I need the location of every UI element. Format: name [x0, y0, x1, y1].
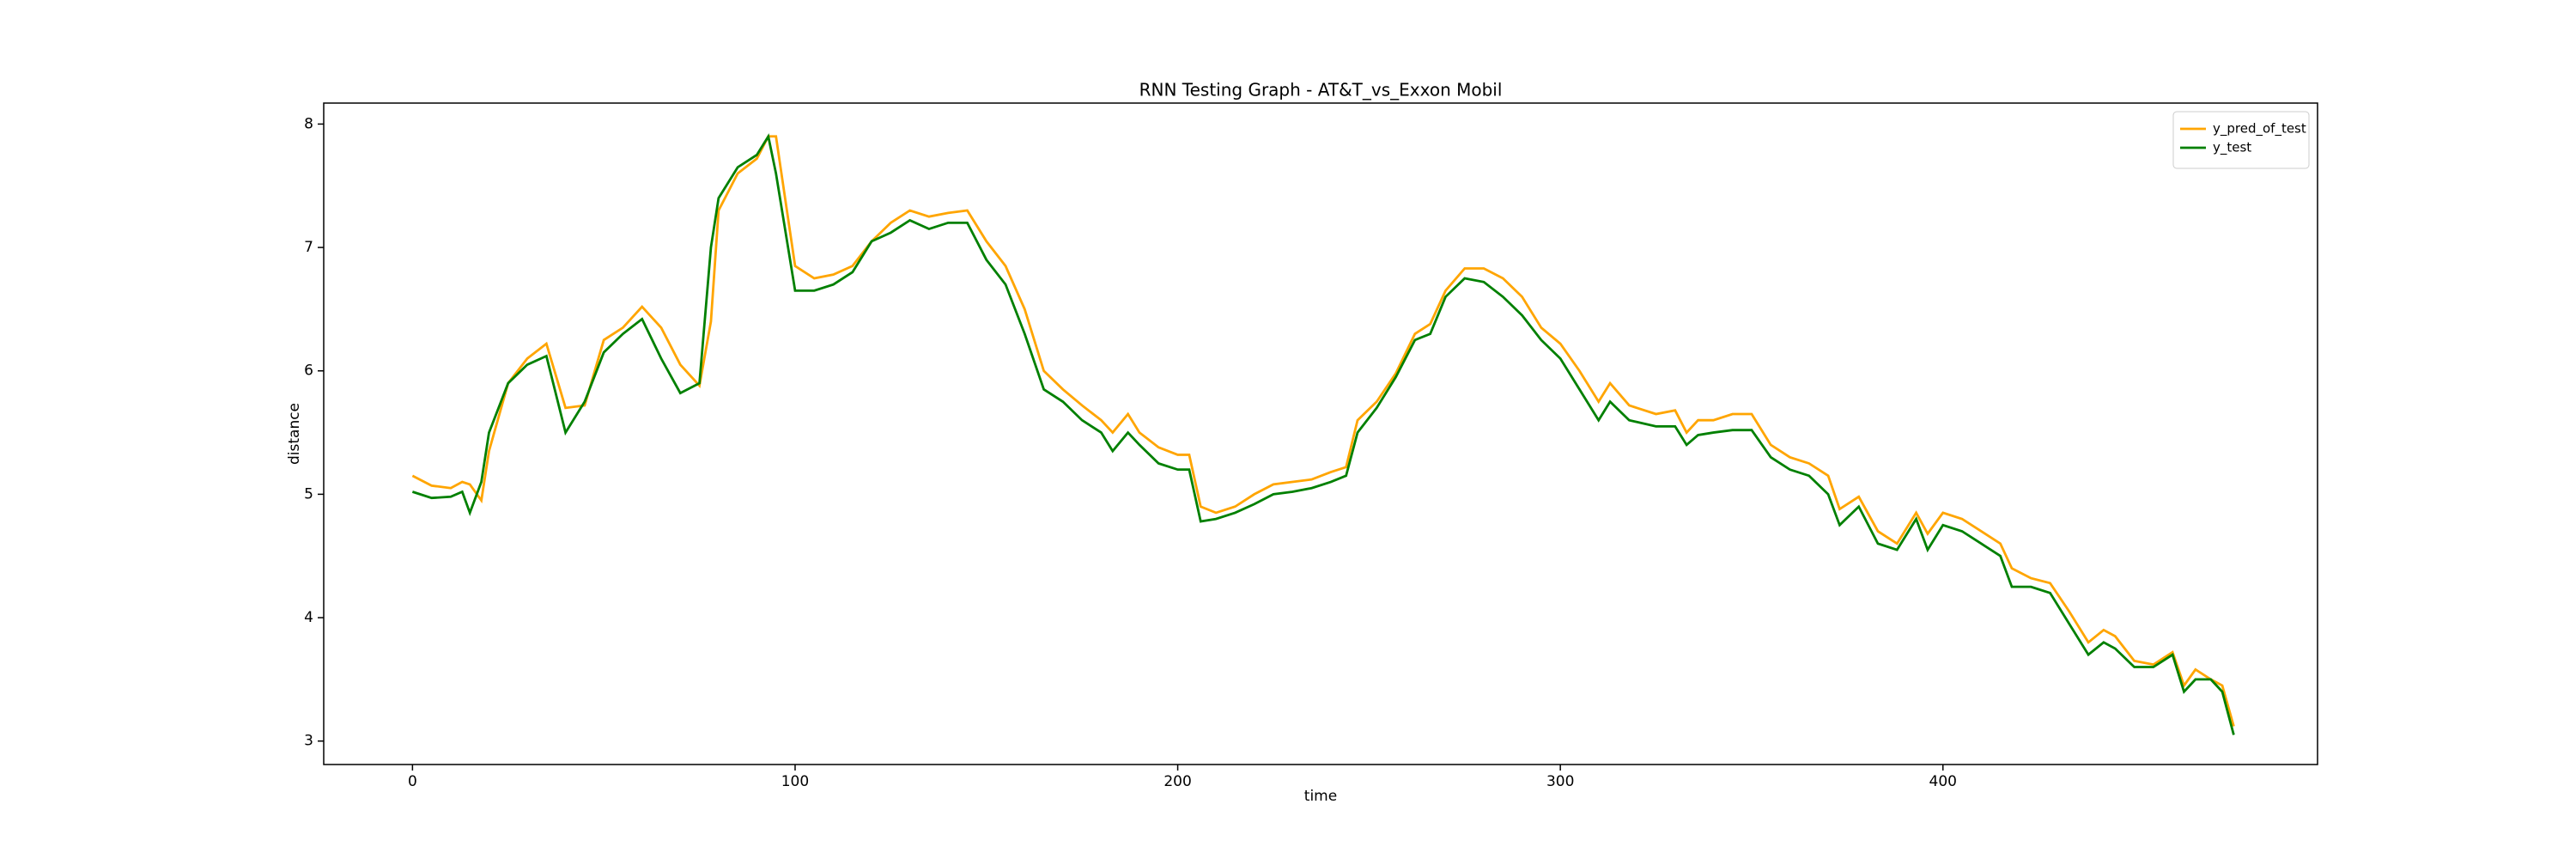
x-tick-label: 0 — [408, 773, 417, 790]
y-tick-label: 4 — [304, 609, 313, 626]
legend-box — [2172, 111, 2310, 169]
y-tick-label: 8 — [304, 115, 313, 132]
x-tick-label: 400 — [1929, 773, 1957, 790]
y-tick-label: 5 — [304, 485, 313, 503]
series-line — [411, 135, 2235, 727]
legend-label: y_pred_of_test — [2213, 121, 2306, 137]
x-tick-label: 200 — [1163, 773, 1191, 790]
chart-title: RNN Testing Graph - AT&T_vs_Exxon Mobil — [1139, 80, 1503, 101]
x-axis-label: time — [1304, 788, 1337, 805]
y-tick-label: 7 — [304, 239, 313, 256]
y-tick-label: 3 — [304, 733, 313, 750]
legend-label: y_test — [2213, 140, 2251, 156]
series-line — [411, 133, 2235, 735]
x-tick-label: 300 — [1546, 773, 1574, 790]
y-axis-label: distance — [286, 403, 303, 465]
y-tick-label: 6 — [304, 362, 313, 380]
plot-frame — [323, 102, 2318, 765]
x-tick-label: 100 — [781, 773, 809, 790]
